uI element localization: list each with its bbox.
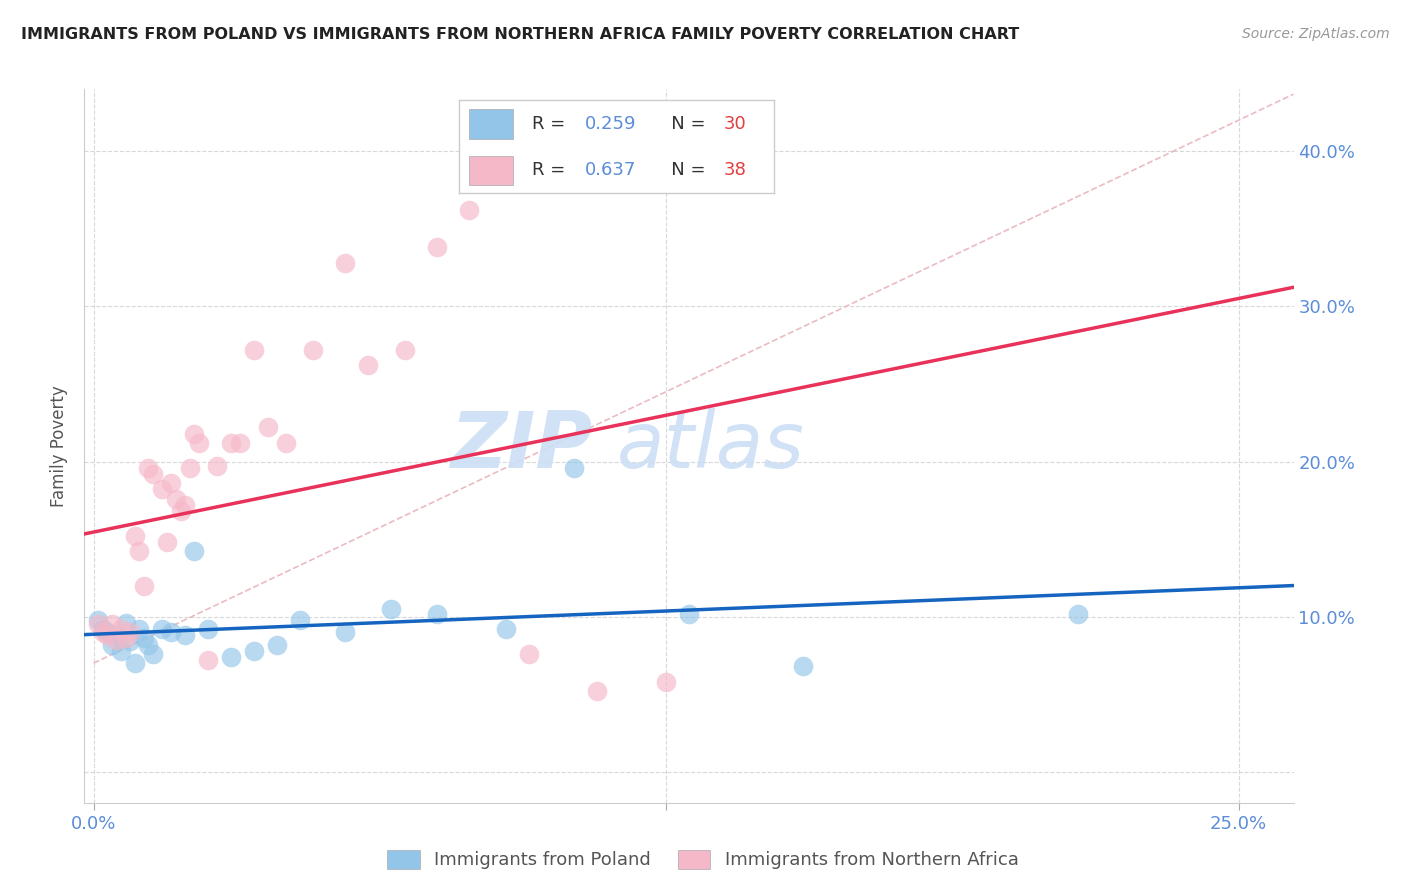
Point bbox=[678, 607, 700, 621]
Point bbox=[394, 343, 416, 357]
Point bbox=[150, 483, 173, 497]
Point bbox=[128, 622, 150, 636]
Point bbox=[335, 256, 357, 270]
Point bbox=[138, 460, 160, 475]
Point bbox=[91, 625, 114, 640]
Point bbox=[132, 632, 155, 646]
Point bbox=[335, 625, 357, 640]
Point bbox=[266, 638, 288, 652]
Point bbox=[357, 359, 380, 373]
Point bbox=[114, 615, 136, 630]
Point bbox=[132, 579, 155, 593]
Point bbox=[655, 674, 678, 689]
Point bbox=[586, 684, 609, 698]
Point bbox=[114, 632, 136, 646]
Point bbox=[229, 436, 252, 450]
Text: IMMIGRANTS FROM POLAND VS IMMIGRANTS FROM NORTHERN AFRICA FAMILY POVERTY CORRELA: IMMIGRANTS FROM POLAND VS IMMIGRANTS FRO… bbox=[21, 27, 1019, 42]
Point bbox=[179, 460, 201, 475]
Point bbox=[91, 622, 114, 636]
Point bbox=[101, 617, 124, 632]
Point bbox=[169, 504, 191, 518]
Point bbox=[128, 544, 150, 558]
Point bbox=[174, 628, 197, 642]
Point bbox=[174, 498, 197, 512]
Point bbox=[243, 343, 266, 357]
Point bbox=[101, 638, 124, 652]
Y-axis label: Family Poverty: Family Poverty bbox=[51, 385, 69, 507]
Point bbox=[165, 491, 187, 506]
Text: atlas: atlas bbox=[616, 408, 804, 484]
Point bbox=[256, 420, 278, 434]
Point bbox=[183, 544, 205, 558]
Point bbox=[105, 628, 128, 642]
Point bbox=[197, 653, 219, 667]
Point bbox=[792, 659, 814, 673]
Point bbox=[87, 617, 110, 632]
Point bbox=[120, 634, 142, 648]
Point bbox=[517, 647, 540, 661]
Point bbox=[219, 650, 242, 665]
Text: Source: ZipAtlas.com: Source: ZipAtlas.com bbox=[1241, 27, 1389, 41]
Point bbox=[495, 622, 517, 636]
Point bbox=[426, 607, 449, 621]
Point bbox=[124, 656, 146, 670]
Point bbox=[105, 632, 128, 647]
Point bbox=[243, 644, 266, 658]
Point bbox=[87, 613, 110, 627]
Point bbox=[150, 622, 173, 636]
Point bbox=[183, 426, 205, 441]
Point bbox=[124, 529, 146, 543]
Point bbox=[138, 638, 160, 652]
Point bbox=[96, 628, 118, 642]
Point bbox=[142, 467, 165, 481]
Point bbox=[120, 625, 142, 640]
Point bbox=[197, 622, 219, 636]
Point bbox=[110, 644, 132, 658]
Point bbox=[380, 602, 402, 616]
Point bbox=[288, 613, 311, 627]
Legend: Immigrants from Poland, Immigrants from Northern Africa: Immigrants from Poland, Immigrants from … bbox=[378, 841, 1028, 879]
Point bbox=[426, 240, 449, 254]
Point bbox=[219, 436, 242, 450]
Point bbox=[142, 647, 165, 661]
Point bbox=[205, 459, 228, 474]
Point bbox=[274, 436, 297, 450]
Point bbox=[187, 436, 209, 450]
Point bbox=[160, 625, 183, 640]
Point bbox=[110, 622, 132, 636]
Point bbox=[156, 535, 179, 549]
Point bbox=[1067, 607, 1090, 621]
Point bbox=[302, 343, 325, 357]
Point bbox=[96, 625, 118, 640]
Point bbox=[458, 203, 481, 218]
Point bbox=[160, 476, 183, 491]
Text: ZIP: ZIP bbox=[450, 408, 592, 484]
Point bbox=[564, 460, 586, 475]
